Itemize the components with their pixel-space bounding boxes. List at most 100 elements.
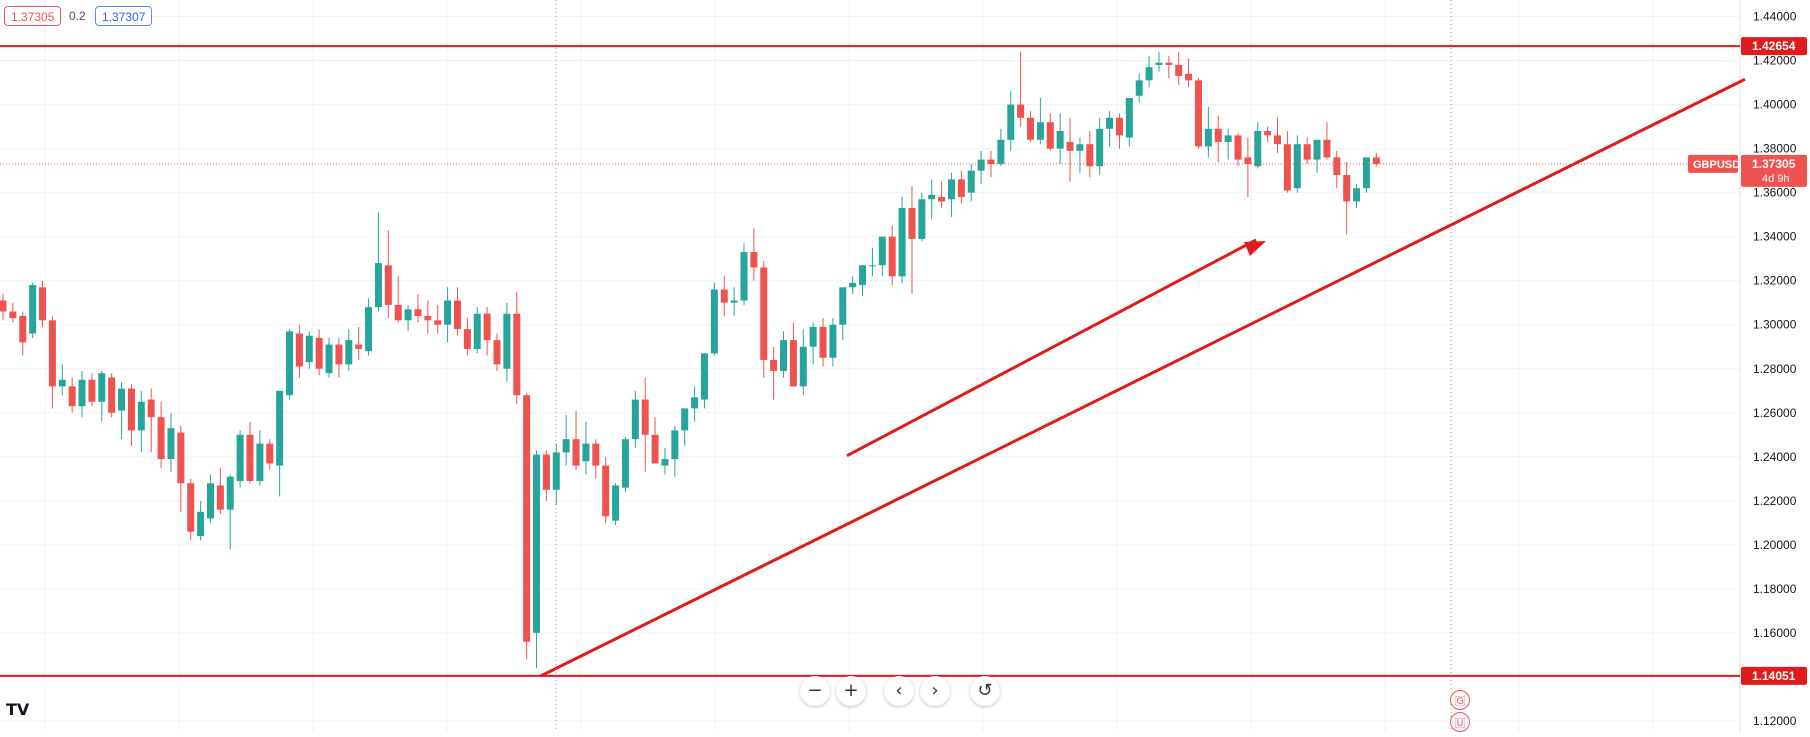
candle-body xyxy=(1017,104,1025,118)
candle-body xyxy=(533,454,541,633)
candle-body xyxy=(523,395,531,642)
candle-body xyxy=(1185,73,1193,81)
candle-body xyxy=(453,300,461,330)
candle-body xyxy=(19,315,27,343)
candle-body xyxy=(829,324,837,358)
candle-body xyxy=(355,344,363,349)
candle-body xyxy=(562,439,570,453)
candle-body xyxy=(118,388,126,411)
candle-body xyxy=(9,311,17,319)
candle-body xyxy=(1115,117,1123,136)
candle-body xyxy=(760,267,768,360)
candle-body xyxy=(325,344,333,374)
scroll-left-button[interactable]: ‹ xyxy=(884,676,914,706)
candle-body xyxy=(1323,139,1331,158)
y-tick-label: 1.18000 xyxy=(1753,582,1797,596)
candle-body xyxy=(720,289,728,303)
candle-body xyxy=(1372,157,1380,165)
y-tick-label: 1.36000 xyxy=(1753,186,1797,200)
candle-body xyxy=(1046,122,1054,149)
candle-body xyxy=(1234,135,1242,160)
candle-body xyxy=(849,282,857,288)
candle-body xyxy=(473,313,481,349)
scroll-right-button[interactable]: › xyxy=(920,676,950,706)
candle-body xyxy=(1165,62,1173,65)
candle-body xyxy=(256,443,264,482)
candle-body xyxy=(78,379,86,407)
candle-body xyxy=(384,265,392,305)
candle-body xyxy=(1204,128,1212,147)
candle-body xyxy=(1274,135,1282,145)
symbol-tag-bg xyxy=(1688,154,1738,173)
candle-body xyxy=(1362,157,1370,189)
support-price-label-bg xyxy=(1741,666,1807,685)
candle-body xyxy=(789,340,797,387)
candle-body xyxy=(68,386,76,407)
candle-body xyxy=(88,379,96,402)
candle-body xyxy=(206,483,214,519)
candle-body xyxy=(938,197,946,202)
candle-body xyxy=(1145,67,1153,81)
uk-flag-icon[interactable]: 🇬 xyxy=(1450,690,1470,710)
candle-body xyxy=(1194,80,1202,147)
resistance-price-label: 1.42654 xyxy=(1752,39,1796,53)
candle-body xyxy=(1333,157,1341,176)
candle-body xyxy=(276,390,284,466)
candle-body xyxy=(651,434,659,464)
y-tick-label: 1.42000 xyxy=(1753,54,1797,68)
candle-body xyxy=(552,452,560,490)
candle-body xyxy=(1096,128,1104,167)
sell-price-badge[interactable]: 1.37305 xyxy=(4,6,62,26)
candle-body xyxy=(987,159,995,165)
candle-body xyxy=(345,340,353,365)
candle-body xyxy=(572,439,580,466)
candle-body xyxy=(542,454,550,490)
y-tick-label: 1.40000 xyxy=(1753,98,1797,112)
candle-body xyxy=(621,439,629,488)
current-price-label: 1.37305 xyxy=(1752,157,1796,171)
tradingview-logo-icon[interactable]: TV xyxy=(6,700,30,719)
resistance-price-label-bg xyxy=(1741,37,1807,56)
y-tick-label: 1.30000 xyxy=(1753,318,1797,332)
candle-body xyxy=(997,139,1005,165)
candle-body xyxy=(137,401,145,431)
candle-body xyxy=(928,194,936,200)
y-tick-label: 1.24000 xyxy=(1753,450,1797,464)
candle-body xyxy=(582,443,590,462)
candle-body xyxy=(58,379,66,387)
candle-body xyxy=(1086,144,1094,167)
zoom-out-button[interactable]: − xyxy=(800,676,830,706)
y-tick-label: 1.32000 xyxy=(1753,274,1797,288)
candle-body xyxy=(98,373,106,402)
candle-body xyxy=(1293,144,1301,189)
candle-body xyxy=(493,340,501,365)
reset-chart-button[interactable]: ↺ xyxy=(970,676,1000,706)
y-tick-label: 1.22000 xyxy=(1753,494,1797,508)
candle-body xyxy=(700,353,708,400)
candle-body xyxy=(612,485,620,521)
candle-body xyxy=(286,331,294,396)
buy-price-badge[interactable]: 1.37307 xyxy=(95,6,153,26)
candle-body xyxy=(641,399,649,435)
candle-body xyxy=(226,476,234,510)
y-tick-label: 1.26000 xyxy=(1753,406,1797,420)
candle-body xyxy=(29,285,37,334)
candle-body xyxy=(424,315,432,321)
countdown-label: 4d 9h xyxy=(1762,173,1790,185)
candle-body xyxy=(918,199,926,239)
candle-body xyxy=(1056,130,1064,149)
candle-body xyxy=(236,434,244,482)
candle-body xyxy=(1244,157,1252,165)
candle-body xyxy=(187,483,195,532)
candle-body xyxy=(483,313,491,341)
y-tick-label: 1.34000 xyxy=(1753,230,1797,244)
candle-body xyxy=(1066,141,1074,151)
candle-body xyxy=(947,179,955,200)
zoom-in-button[interactable]: + xyxy=(836,676,866,706)
candle-body xyxy=(770,359,778,371)
symbol-tag: GBPUSD xyxy=(1693,159,1740,171)
candle-body xyxy=(888,236,896,277)
us-flag-icon[interactable]: 🇺 xyxy=(1450,712,1470,732)
